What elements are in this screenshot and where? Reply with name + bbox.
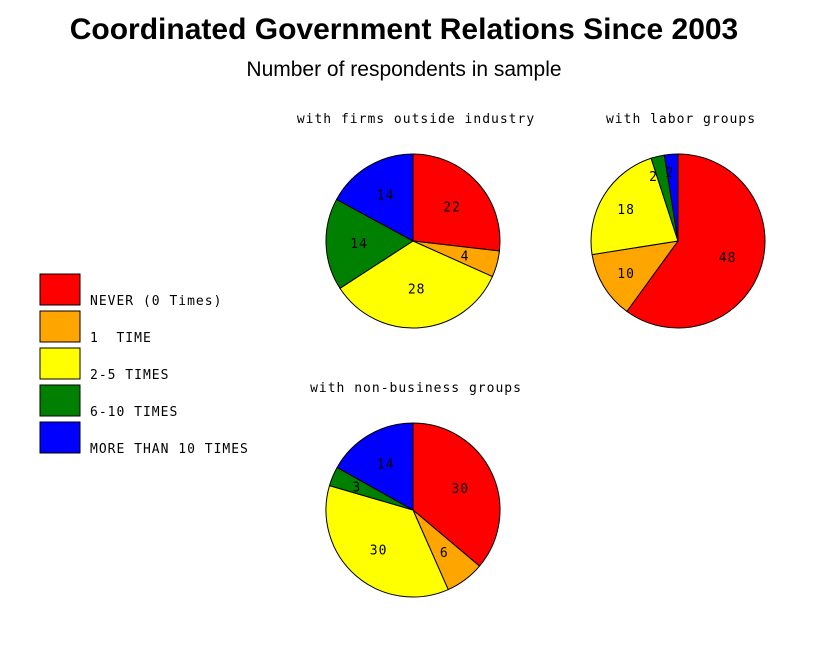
pie1-label-one-time: 10	[617, 267, 635, 282]
pie0-label-6-10-times: 14	[350, 237, 368, 252]
pie2-slice-never	[412, 422, 501, 567]
pie0-slices: 22 4 28 14 14	[325, 153, 501, 329]
pie0-label-one-time: 4	[461, 249, 470, 264]
pie2-slice-more-than-10	[336, 422, 414, 511]
pie-non-business-groups: with non-business groups 30 6 30 3 14	[310, 381, 522, 598]
pie2-label-never: 30	[451, 482, 469, 497]
pie1-label-2-5-times: 18	[617, 203, 635, 218]
chart-title: Coordinated Government Relations Since 2…	[70, 13, 739, 46]
pie2-label-2-5-times: 30	[370, 543, 388, 558]
pie1-slice-never	[626, 153, 766, 329]
pie0-slice-6-10-times	[325, 198, 414, 289]
pie2-slices: 30 6 30 3 14	[325, 422, 501, 598]
pie0-slice-2-5-times	[339, 240, 494, 329]
pie-title-firms: with firms outside industry	[297, 112, 535, 127]
pie0-slice-never	[412, 153, 501, 252]
chart-subtitle: Number of respondents in sample	[246, 58, 561, 81]
pie2-label-one-time: 6	[440, 546, 449, 561]
pie2-label-6-10-times: 3	[352, 480, 361, 495]
legend: NEVER (0 Times) 1 TIME 2-5 TIMES 6-10 TI…	[39, 273, 249, 457]
pie0-label-more-than-10: 14	[377, 189, 395, 204]
pie1-slice-2-5-times	[590, 157, 679, 256]
legend-label-6-10-times: 6-10 TIMES	[90, 405, 178, 420]
pie0-label-never: 22	[443, 200, 461, 215]
legend-label-2-5-times: 2-5 TIMES	[90, 368, 169, 383]
pie-firms-outside-industry: with firms outside industry 22 4 28 14 14	[297, 112, 535, 329]
pie-title-non-business: with non-business groups	[310, 381, 522, 396]
pie1-slice-one-time	[591, 240, 680, 313]
legend-label-more-than-10: MORE THAN 10 TIMES	[90, 442, 249, 457]
pie0-slice-more-than-10	[335, 153, 414, 242]
legend-swatch-one-time	[39, 310, 81, 343]
legend-swatch-more-than-10	[39, 421, 81, 454]
pie1-slice-more-than-10	[663, 153, 679, 242]
pie-title-labor: with labor groups	[606, 112, 756, 127]
pie2-slice-2-5-times	[325, 485, 449, 598]
legend-swatch-6-10-times	[39, 384, 81, 417]
legend-swatch-2-5-times	[39, 347, 81, 380]
pie1-label-6-10-times: 2	[649, 170, 658, 185]
pie1-label-more-than-10: 2	[666, 166, 675, 181]
pie-labor-groups: with labor groups 48 10 18 2 2	[590, 112, 766, 329]
pie2-label-more-than-10: 14	[377, 458, 395, 473]
pie0-label-2-5-times: 28	[408, 283, 426, 298]
pie1-label-never: 48	[719, 251, 737, 266]
pie1-slices: 48 10 18 2 2	[590, 153, 766, 329]
legend-label-one-time: 1 TIME	[90, 331, 152, 346]
legend-label-never: NEVER (0 Times)	[90, 294, 222, 309]
legend-swatch-never	[39, 273, 81, 306]
